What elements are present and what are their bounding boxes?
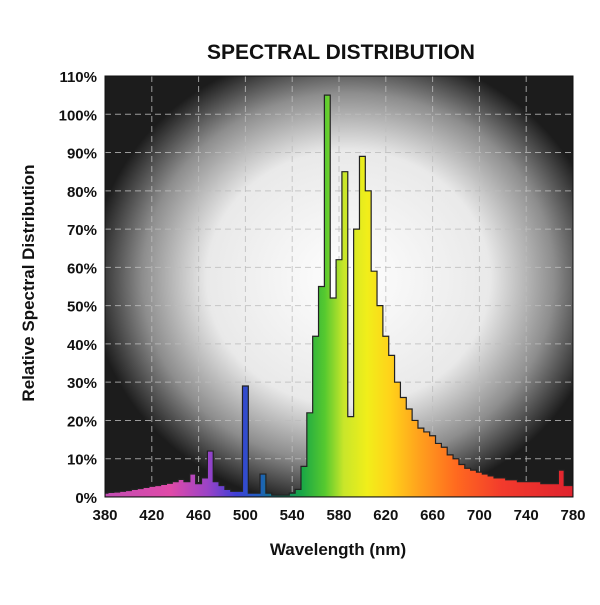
chart-title: SPECTRAL DISTRIBUTION: [207, 41, 475, 64]
x-tick-label: 620: [373, 507, 398, 524]
y-axis-ticks: 0% 10% 20% 30% 40% 50% 60% 70% 80% 90% 100% 110%: [59, 69, 97, 507]
spectrum-series: [105, 94, 573, 497]
x-tick-label: 780: [560, 507, 585, 524]
x-tick-label: 460: [186, 507, 211, 524]
y-tick-label: 30%: [67, 375, 97, 392]
y-tick-label: 10%: [67, 452, 97, 469]
y-tick-label: 60%: [67, 260, 97, 277]
x-tick-label: 380: [92, 507, 117, 524]
y-tick-label: 100%: [59, 107, 97, 124]
x-tick-label: 420: [139, 507, 164, 524]
y-tick-label: 90%: [67, 146, 97, 163]
x-tick-label: 660: [420, 507, 445, 524]
y-tick-label: 110%: [59, 69, 97, 86]
y-tick-label: 20%: [67, 413, 97, 430]
plot-border: [104, 75, 574, 498]
x-tick-label: 700: [467, 507, 492, 524]
x-tick-label: 500: [233, 507, 258, 524]
x-tick-label: 740: [514, 507, 539, 524]
y-tick-label: 80%: [67, 184, 97, 201]
x-tick-label: 580: [326, 507, 351, 524]
x-tick-label: 540: [280, 507, 305, 524]
y-tick-label: 0%: [75, 490, 97, 507]
y-axis-label: Relative Spectral Distribution: [19, 164, 38, 401]
x-axis-ticks: 380 420 460 500 540 580 620 660 700 740 780: [92, 507, 585, 524]
spectrum-area: [105, 94, 573, 497]
y-tick-label: 70%: [67, 222, 97, 239]
y-tick-label: 40%: [67, 337, 97, 354]
y-tick-label: 50%: [67, 299, 97, 316]
x-axis-label: Wavelength (nm): [270, 540, 406, 559]
